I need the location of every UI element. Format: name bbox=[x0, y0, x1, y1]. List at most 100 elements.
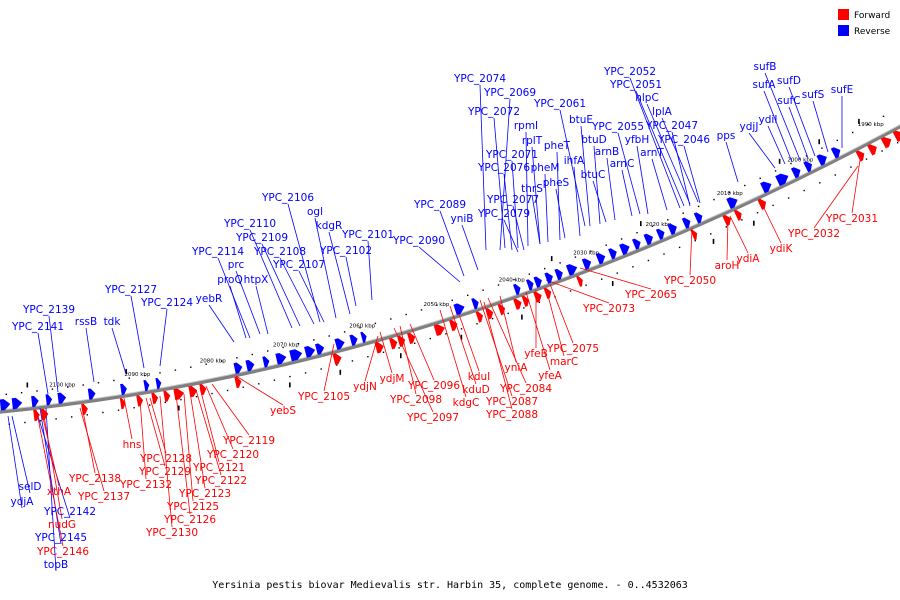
gene-label-ydjm[interactable]: ydjM bbox=[380, 373, 405, 385]
gene-label-ypc-2124[interactable]: YPC_2124 bbox=[140, 297, 193, 309]
gene-label-ypc-2084[interactable]: YPC_2084 bbox=[499, 383, 552, 395]
gene-label-ypc-2061[interactable]: YPC_2061 bbox=[533, 98, 586, 110]
gene-label-ypc-2137[interactable]: YPC_2137 bbox=[77, 491, 130, 503]
gene-label-nudg[interactable]: nudG bbox=[48, 519, 76, 531]
gene-label-ypc-2106[interactable]: YPC_2106 bbox=[261, 192, 314, 204]
gene-label-ypc-2079[interactable]: YPC_2079 bbox=[477, 208, 530, 220]
gene-label-arnc[interactable]: arnC bbox=[610, 158, 635, 170]
gene-label-lpla[interactable]: lplA bbox=[652, 106, 672, 118]
gene-label-ypc-2077[interactable]: YPC_2077 bbox=[486, 194, 539, 206]
gene-label-ypc-2145[interactable]: YPC_2145 bbox=[34, 532, 87, 544]
gene-label-ypc-2108[interactable]: YPC_2108 bbox=[253, 246, 306, 258]
gene-label-ydjn[interactable]: ydjN bbox=[353, 381, 377, 393]
gene-label-ypc-2119[interactable]: YPC_2119 bbox=[222, 435, 275, 447]
gene-label-ogl[interactable]: ogl bbox=[307, 206, 323, 218]
gene-label-ypc-2089[interactable]: YPC_2089 bbox=[413, 199, 466, 211]
gene-label-sufd[interactable]: sufD bbox=[777, 75, 801, 87]
gene-label-ypc-2142[interactable]: YPC_2142 bbox=[43, 506, 96, 518]
gene-label-ypc-2073[interactable]: YPC_2073 bbox=[582, 303, 635, 315]
gene-label-ypc-2050[interactable]: YPC_2050 bbox=[663, 275, 716, 287]
gene-label-proq[interactable]: proQ bbox=[217, 274, 242, 286]
gene-label-ypc-2139[interactable]: YPC_2139 bbox=[22, 304, 75, 316]
gene-label-ypc-2087[interactable]: YPC_2087 bbox=[485, 396, 538, 408]
gene-label-yfbh[interactable]: yfbH bbox=[625, 134, 649, 146]
gene-label-sufs[interactable]: sufS bbox=[802, 89, 825, 101]
gene-label-pps[interactable]: pps bbox=[717, 130, 736, 142]
gene-label-ypc-2128[interactable]: YPC_2128 bbox=[139, 453, 192, 465]
gene-label-ypc-2110[interactable]: YPC_2110 bbox=[223, 218, 276, 230]
gene-label-btue[interactable]: btuE bbox=[569, 114, 593, 126]
gene-label-ydia[interactable]: ydiA bbox=[737, 253, 761, 265]
gene-label-rplt[interactable]: rplT bbox=[522, 135, 543, 147]
gene-label-ypc-2138[interactable]: YPC_2138 bbox=[68, 473, 121, 485]
gene-label-ypc-2074[interactable]: YPC_2074 bbox=[453, 73, 506, 85]
gene-label-ypc-2121[interactable]: YPC_2121 bbox=[192, 462, 245, 474]
gene-label-yfea[interactable]: yfeA bbox=[538, 370, 562, 382]
gene-label-kdgc[interactable]: kdgC bbox=[453, 397, 480, 409]
gene-label-xtha[interactable]: xthA bbox=[47, 486, 72, 498]
gene-label-ypc-2123[interactable]: YPC_2123 bbox=[178, 488, 231, 500]
gene-label-ydik[interactable]: ydiK bbox=[770, 243, 794, 255]
gene-label-ypc-2096[interactable]: YPC_2096 bbox=[407, 380, 460, 392]
gene-label-sufa[interactable]: sufA bbox=[752, 79, 776, 91]
gene-label-ynib[interactable]: yniB bbox=[451, 213, 474, 225]
gene-label-ypc-2102[interactable]: YPC_2102 bbox=[319, 245, 372, 257]
gene-label-nlpc[interactable]: nlpC bbox=[635, 92, 659, 104]
gene-label-ypc-2114[interactable]: YPC_2114 bbox=[191, 246, 244, 258]
gene-label-ynia[interactable]: yniA bbox=[505, 362, 529, 374]
gene-label-sufe[interactable]: sufE bbox=[831, 84, 853, 96]
gene-label-arnt[interactable]: arnT bbox=[640, 147, 664, 159]
gene-label-kdgr[interactable]: kdgR bbox=[316, 220, 343, 232]
gene-label-ypc-2126[interactable]: YPC_2126 bbox=[163, 514, 216, 526]
gene-label-ypc-2075[interactable]: YPC_2075 bbox=[546, 343, 599, 355]
gene-label-ypc-2132[interactable]: YPC_2132 bbox=[119, 479, 172, 491]
gene-label-ypc-2120[interactable]: YPC_2120 bbox=[206, 449, 259, 461]
gene-label-ypc-2090[interactable]: YPC_2090 bbox=[392, 235, 445, 247]
gene-label-htpx[interactable]: htpX bbox=[244, 274, 269, 286]
gene-label-ypc-2129[interactable]: YPC_2129 bbox=[138, 466, 191, 478]
gene-label-sufc[interactable]: sufC bbox=[777, 95, 800, 107]
gene-label-seld[interactable]: selD bbox=[19, 481, 42, 493]
gene-label-hns[interactable]: hns bbox=[123, 439, 142, 451]
gene-label-btuc[interactable]: btuC bbox=[581, 169, 606, 181]
gene-label-ypc-2098[interactable]: YPC_2098 bbox=[389, 394, 442, 406]
gene-label-phes[interactable]: pheS bbox=[543, 177, 570, 189]
gene-label-aroh[interactable]: aroH bbox=[715, 260, 740, 272]
gene-label-topb[interactable]: topB bbox=[44, 559, 68, 571]
gene-label-ypc-2052[interactable]: YPC_2052 bbox=[603, 66, 656, 78]
gene-label-ypc-2032[interactable]: YPC_2032 bbox=[787, 228, 840, 240]
gene-label-thrs[interactable]: thrS bbox=[521, 183, 543, 195]
gene-label-ypc-2141[interactable]: YPC_2141 bbox=[11, 321, 64, 333]
gene-label-prc[interactable]: prc bbox=[228, 259, 245, 271]
gene-label-phet[interactable]: pheT bbox=[544, 140, 571, 152]
gene-label-marc[interactable]: marC bbox=[550, 356, 578, 368]
gene-label-ypc-2101[interactable]: YPC_2101 bbox=[341, 229, 394, 241]
gene-label-ypc-2072[interactable]: YPC_2072 bbox=[467, 106, 520, 118]
gene-label-yfeb[interactable]: yfeB bbox=[524, 348, 548, 360]
gene-label-ypc-2109[interactable]: YPC_2109 bbox=[235, 232, 288, 244]
gene-label-sufb[interactable]: sufB bbox=[753, 61, 776, 73]
gene-label-yebs[interactable]: yebS bbox=[270, 405, 296, 417]
gene-label-ypc-2122[interactable]: YPC_2122 bbox=[194, 475, 247, 487]
gene-label-ypc-2071[interactable]: YPC_2071 bbox=[485, 149, 538, 161]
gene-label-ydii[interactable]: ydiI bbox=[759, 114, 778, 126]
gene-label-btud[interactable]: btuD bbox=[581, 134, 607, 146]
gene-label-ypc-2097[interactable]: YPC_2097 bbox=[406, 412, 459, 424]
gene-label-ypc-2076[interactable]: YPC_2076 bbox=[477, 162, 530, 174]
gene-label-rssb[interactable]: rssB bbox=[75, 316, 97, 328]
gene-label-rpmi[interactable]: rpmI bbox=[514, 120, 538, 132]
gene-label-ypc-2065[interactable]: YPC_2065 bbox=[624, 289, 677, 301]
gene-label-kdui[interactable]: kduI bbox=[468, 371, 491, 383]
gene-label-ypc-2105[interactable]: YPC_2105 bbox=[297, 391, 350, 403]
gene-label-ydja[interactable]: ydjA bbox=[11, 496, 35, 508]
gene-label-ypc-2130[interactable]: YPC_2130 bbox=[145, 527, 198, 539]
gene-label-tdk[interactable]: tdk bbox=[104, 316, 122, 328]
gene-label-arnb[interactable]: arnB bbox=[595, 146, 619, 158]
gene-label-ypc-2125[interactable]: YPC_2125 bbox=[166, 501, 219, 513]
gene-label-ypc-2127[interactable]: YPC_2127 bbox=[104, 284, 157, 296]
gene-label-yebr[interactable]: yebR bbox=[196, 293, 223, 305]
gene-label-ypc-2069[interactable]: YPC_2069 bbox=[483, 87, 536, 99]
gene-label-kdud[interactable]: kduD bbox=[462, 384, 490, 396]
gene-label-ypc-2088[interactable]: YPC_2088 bbox=[485, 409, 538, 421]
gene-label-ydjj[interactable]: ydjJ bbox=[740, 121, 759, 133]
